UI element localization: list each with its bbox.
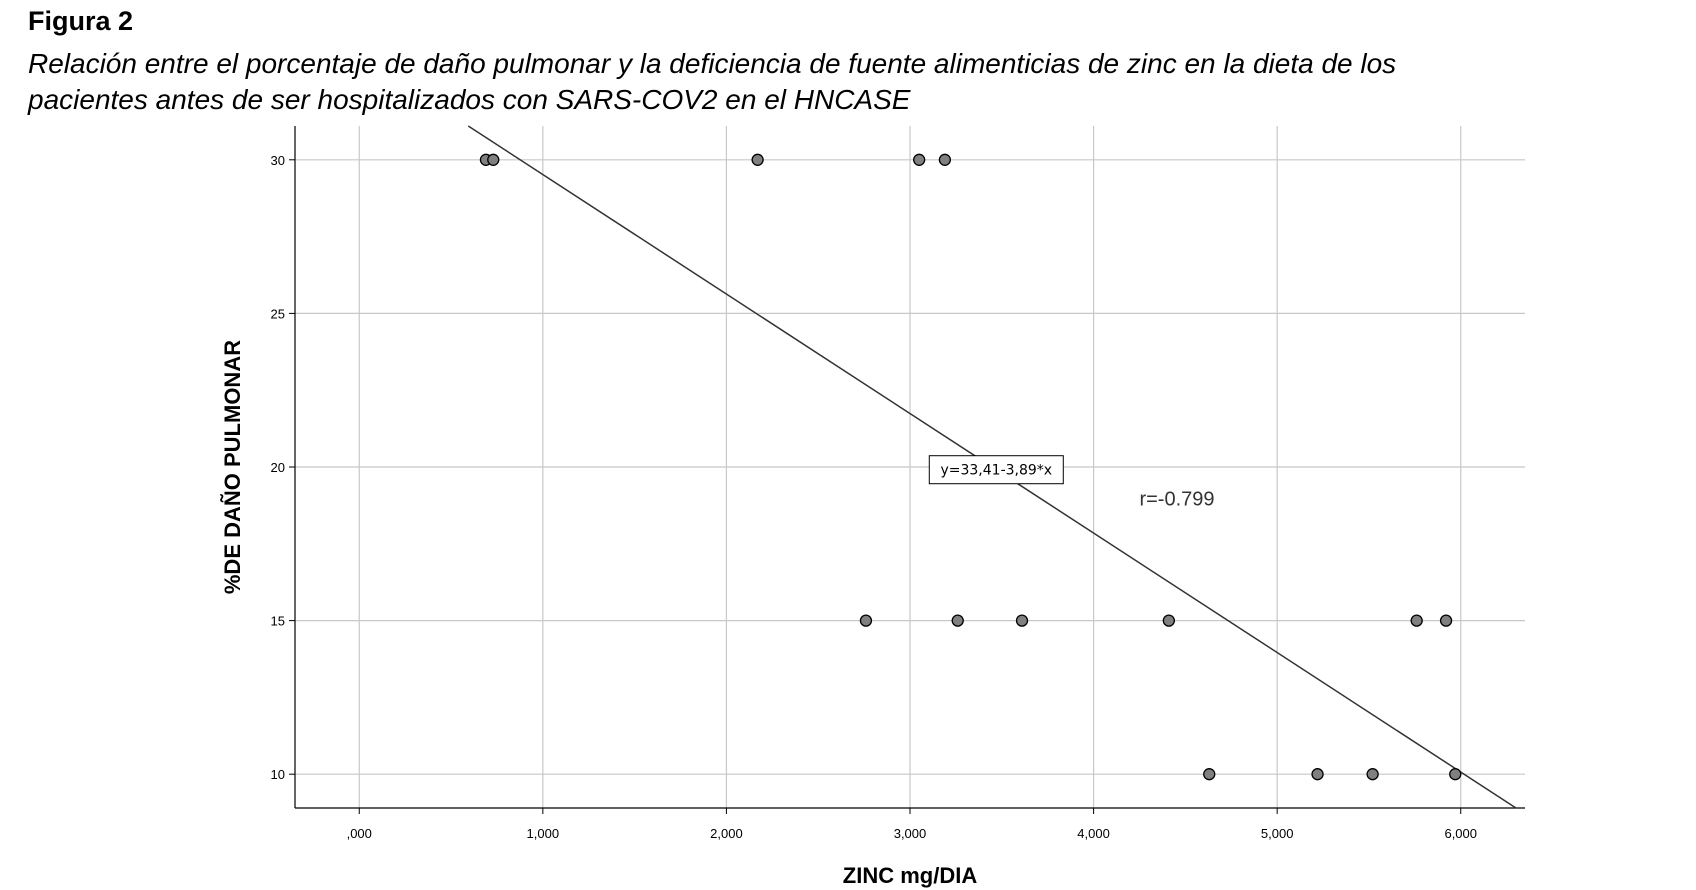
x-tick-label: 2,000 [710, 826, 743, 841]
data-point [1366, 768, 1379, 781]
y-tick-label: 25 [271, 306, 285, 321]
data-point [1015, 614, 1029, 627]
y-tick-label: 10 [271, 767, 285, 782]
figure-caption: Relación entre el porcentaje de daño pul… [28, 46, 1688, 118]
data-points [479, 153, 1462, 781]
x-axis-title: ZINC mg/DIA [843, 863, 978, 888]
data-point [1162, 614, 1176, 627]
grid-lines [295, 126, 1525, 808]
data-point [487, 153, 500, 166]
data-point [751, 153, 764, 166]
equation-label: y=33,41-3,89*x [940, 463, 1052, 479]
data-point [859, 614, 873, 627]
x-tick-label: 5,000 [1261, 826, 1294, 841]
y-tick-label: 15 [271, 614, 285, 629]
equation-box [928, 455, 1064, 485]
data-point [1203, 768, 1216, 781]
data-point [1410, 614, 1423, 627]
x-tick-label: 3,000 [894, 826, 927, 841]
data-point [913, 153, 926, 166]
y-tick-label: 20 [271, 460, 285, 475]
tick-labels: ,000 1,000 2,000 3,000 4,000 5,000 6,000 10 15 20… [271, 153, 1477, 841]
x-tick-label: 1,000 [527, 826, 560, 841]
caption-line-2: pacientes antes de ser hospitalizados co… [28, 84, 911, 115]
data-point [1449, 768, 1462, 781]
x-tick-label: 6,000 [1444, 826, 1477, 841]
data-point [1439, 614, 1453, 627]
y-axis-title: %DE DAÑO PULMONAR [220, 340, 245, 594]
x-tick-label: ,000 [347, 826, 372, 841]
figure-label: Figura 2 [28, 6, 134, 36]
caption-line-1: Relación entre el porcentaje de daño pul… [28, 48, 1397, 79]
annotations: y=33,41-3,89*x r=-0.799 [928, 455, 1215, 510]
data-point [1311, 768, 1324, 781]
data-point [938, 153, 952, 166]
y-tick-label: 30 [271, 153, 285, 168]
axes [289, 126, 1525, 814]
x-tick-label: 4,000 [1077, 826, 1110, 841]
correlation-label: r=-0.799 [1139, 488, 1214, 510]
data-point [951, 614, 964, 627]
